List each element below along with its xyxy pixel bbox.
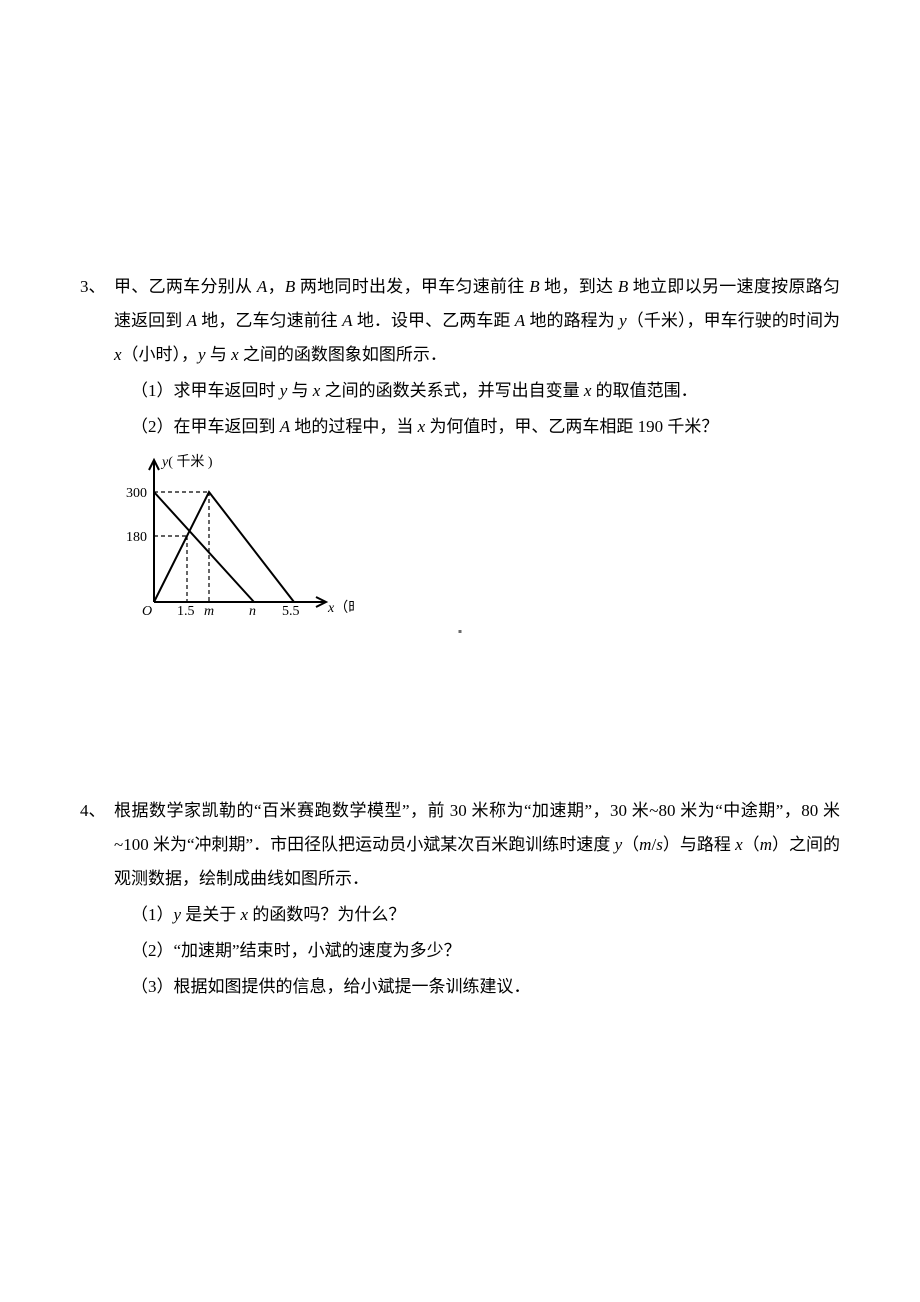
origin-label: O <box>142 604 152 619</box>
problem-4-stem: 根据数学家凯勒的“百米赛跑数学模型”，前 30 米称为“加速期”，30 米~80… <box>114 801 840 888</box>
problem-3-stem: 甲、乙两车分别从 A，B 两地同时出发，甲车匀速前往 B 地，到达 B 地立即以… <box>114 277 840 364</box>
problem-4-number: 4、 <box>80 794 114 1004</box>
x-tick-n: n <box>249 604 256 619</box>
page: 3、 甲、乙两车分别从 A，B 两地同时出发，甲车匀速前往 B 地，到达 B 地… <box>0 0 920 1224</box>
problem-3: 3、 甲、乙两车分别从 A，B 两地同时出发，甲车匀速前往 B 地，到达 B 地… <box>80 270 840 634</box>
problem-4-q2: （2）“加速期”结束时，小斌的速度为多少？ <box>114 934 840 968</box>
x-tick-5-5: 5.5 <box>282 604 300 619</box>
problem-4-head: 4、 根据数学家凯勒的“百米赛跑数学模型”，前 30 米称为“加速期”，30 米… <box>80 794 840 1004</box>
y-axis-label: y( 千米 ) <box>160 454 213 470</box>
center-marker-icon <box>459 630 462 633</box>
problem-3-body: 甲、乙两车分别从 A，B 两地同时出发，甲车匀速前往 B 地，到达 B 地立即以… <box>114 270 840 634</box>
chart-svg: y( 千米 ) x（时） O 300 180 1.5 m n 5.5 <box>114 452 354 622</box>
problem-3-q2: （2）在甲车返回到 A 地的过程中，当 x 为何值时，甲、乙两车相距 190 千… <box>114 410 840 444</box>
problem-4-body: 根据数学家凯勒的“百米赛跑数学模型”，前 30 米称为“加速期”，30 米~80… <box>114 794 840 1004</box>
x-tick-1-5: 1.5 <box>177 604 195 619</box>
problem-3-q1: （1）求甲车返回时 y 与 x 之间的函数关系式，并写出自变量 x 的取值范围． <box>114 374 840 408</box>
x-axis-label: x（时） <box>327 600 354 616</box>
problem-3-number: 3、 <box>80 270 114 634</box>
problem-4-q3: （3）根据如图提供的信息，给小斌提一条训练建议． <box>114 970 840 1004</box>
problem-4: 4、 根据数学家凯勒的“百米赛跑数学模型”，前 30 米称为“加速期”，30 米… <box>80 794 840 1004</box>
y-tick-180: 180 <box>126 530 147 545</box>
x-tick-m: m <box>204 604 214 619</box>
y-tick-300: 300 <box>126 486 147 501</box>
problem-3-figure: y( 千米 ) x（时） O 300 180 1.5 m n 5.5 <box>114 452 840 634</box>
problem-4-q1: （1）y 是关于 x 的函数吗？为什么？ <box>114 898 840 932</box>
problem-3-head: 3、 甲、乙两车分别从 A，B 两地同时出发，甲车匀速前往 B 地，到达 B 地… <box>80 270 840 634</box>
